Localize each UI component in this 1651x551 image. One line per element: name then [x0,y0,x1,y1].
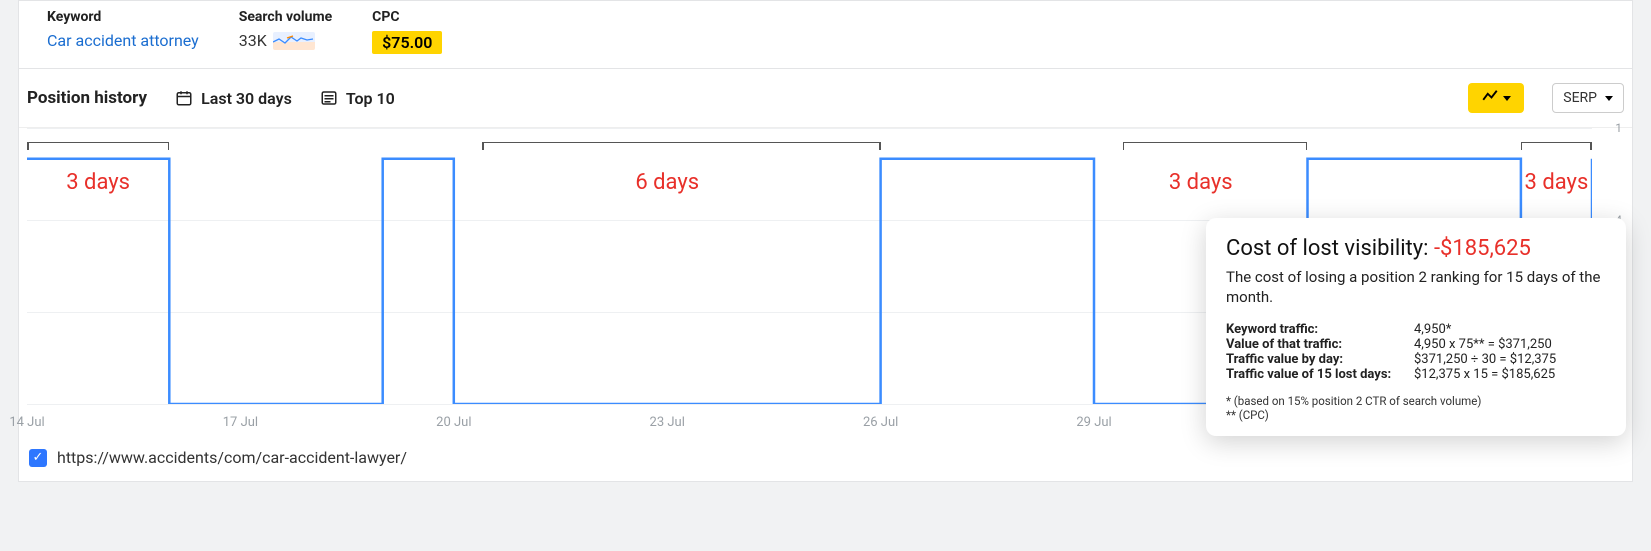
serp-label: SERP [1563,90,1597,106]
annotation-label: 6 days [635,170,699,195]
keyword-header: Keyword [47,9,199,25]
callout-title: Cost of lost visibility: -$185,625 [1226,236,1606,261]
date-range-picker[interactable]: Last 30 days [175,89,292,108]
top-filter-picker[interactable]: Top 10 [320,89,395,108]
callout-row-value: $12,375 x 15 = $185,625 [1414,367,1606,382]
chevron-down-icon [1503,96,1511,101]
annotation-bracket [482,142,880,143]
callout-row-label: Keyword traffic: [1226,322,1396,337]
keyword-column: Keyword Car accident attorney [47,9,199,50]
sparkline-icon [273,32,315,50]
series-checkbox[interactable]: ✓ [29,449,47,467]
legend-url: https://www.accidents/com/car-accident-l… [57,448,407,467]
position-history-title: Position history [27,88,147,108]
x-tick-label: 14 Jul [9,415,44,430]
callout-row: Keyword traffic: 4,950* [1226,322,1606,337]
annotation-bracket [27,142,169,143]
search-volume-header: Search volume [239,9,332,25]
date-range-label: Last 30 days [201,89,292,108]
annotation-label: 3 days [66,170,130,195]
cost-callout-card: Cost of lost visibility: -$185,625 The c… [1206,218,1626,436]
panel: Keyword Car accident attorney Search vol… [18,0,1633,482]
callout-row-value: 4,950* [1414,322,1606,337]
callout-row-value: $371,250 ÷ 30 = $12,375 [1414,352,1606,367]
top-filter-label: Top 10 [346,89,395,108]
calendar-icon [175,89,193,107]
callout-amount: -$185,625 [1434,236,1531,261]
x-tick-label: 23 Jul [650,415,685,430]
search-volume-column: Search volume 33K [239,9,332,50]
annotation-bracket [1123,142,1308,143]
y-tick-label: 1 [1615,121,1622,135]
annotation-label: 3 days [1525,170,1589,195]
annotation-label: 3 days [1169,170,1233,195]
callout-table: Keyword traffic:4,950*Value of that traf… [1226,322,1606,382]
list-icon [320,89,338,107]
callout-row-label: Traffic value of 15 lost days: [1226,367,1396,382]
annotation-bracket [1521,142,1592,143]
cpc-badge: $75.00 [372,31,442,54]
callout-row: Traffic value by day: $371,250 ÷ 30 = $12… [1226,352,1606,367]
x-tick-label: 29 Jul [1076,415,1111,430]
callout-row-label: Traffic value by day: [1226,352,1396,367]
search-volume-value: 33K [239,31,267,50]
position-history-chart: 147103 days6 days3 days3 days 14 Jul17 J… [19,128,1632,438]
chevron-down-icon [1605,96,1613,101]
callout-row-value: 4,950 x 75** = $371,250 [1414,337,1606,352]
x-tick-label: 20 Jul [436,415,471,430]
serp-button[interactable]: SERP [1552,83,1624,113]
chart-type-button[interactable] [1468,83,1524,113]
x-tick-label: 26 Jul [863,415,898,430]
callout-row: Value of that traffic: 4,950 x 75** = $37… [1226,337,1606,352]
callout-row: Traffic value of 15 lost days: $12,375 x … [1226,367,1606,382]
cpc-header: CPC [372,9,442,25]
x-tick-label: 17 Jul [223,415,258,430]
callout-row-label: Value of that traffic: [1226,337,1396,352]
callout-title-prefix: Cost of lost visibility: [1226,236,1434,261]
cpc-column: CPC $75.00 [372,9,442,54]
search-volume-value-wrap: 33K [239,31,332,50]
callout-subtitle: The cost of losing a position 2 ranking … [1226,267,1606,308]
callout-footnote-2: ** (CPC) [1226,408,1606,422]
callout-footnote-1: * (based on 15% position 2 CTR of search… [1226,394,1606,408]
callout-footnotes: * (based on 15% position 2 CTR of search… [1226,394,1606,422]
chart-line-icon [1481,87,1499,109]
keyword-link[interactable]: Car accident attorney [47,31,199,50]
legend-row: ✓ https://www.accidents/com/car-accident… [19,438,1632,481]
position-history-controls: Position history Last 30 days Top 10 SER… [19,69,1632,128]
keyword-summary-row: Keyword Car accident attorney Search vol… [19,1,1632,69]
